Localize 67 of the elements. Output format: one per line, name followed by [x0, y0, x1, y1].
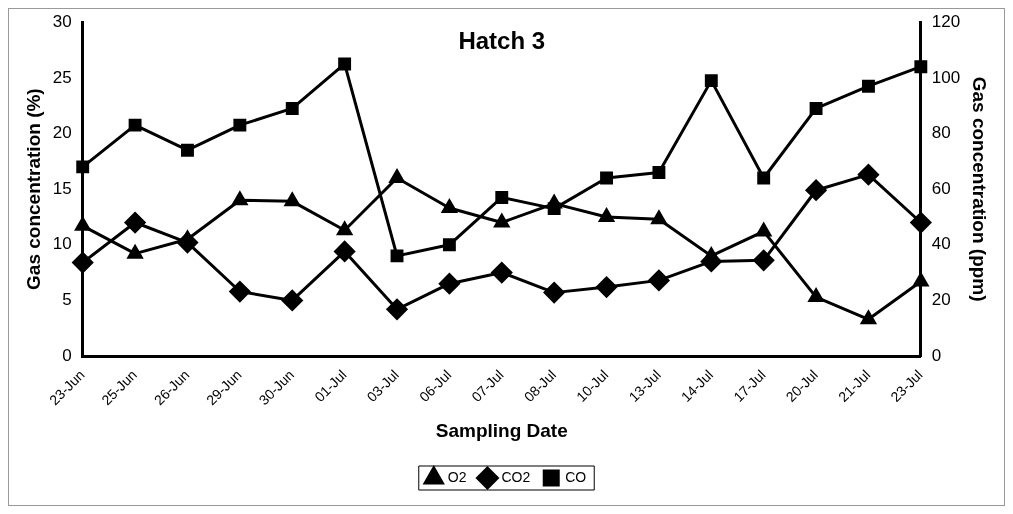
chart-title: Hatch 3: [458, 26, 546, 54]
y2-tick-label: 20: [931, 290, 951, 310]
point: [334, 240, 356, 262]
legend-label: CO: [565, 468, 587, 485]
point: [652, 165, 666, 179]
point: [233, 118, 247, 132]
point: [75, 217, 91, 231]
point: [441, 199, 457, 214]
y-tick-label: 0: [62, 345, 72, 365]
point: [757, 171, 771, 185]
point: [704, 74, 718, 88]
point: [756, 222, 772, 237]
point: [598, 208, 615, 222]
point: [127, 245, 143, 259]
y2-tick-label: 0: [931, 345, 942, 365]
point: [491, 262, 513, 284]
point: [914, 60, 928, 74]
point: [390, 249, 404, 263]
point: [281, 289, 303, 311]
point: [808, 288, 824, 303]
point: [651, 210, 667, 225]
y-tick-label: 5: [62, 290, 72, 310]
point: [596, 276, 618, 298]
point: [128, 118, 142, 132]
point: [648, 269, 670, 291]
point: [860, 310, 877, 325]
legend-label: CO2: [501, 468, 531, 485]
y-tick-label: 30: [52, 11, 72, 31]
point: [285, 102, 299, 115]
y2-tick-label: 80: [931, 123, 951, 143]
point: [546, 195, 562, 209]
point: [389, 169, 405, 183]
point: [386, 298, 408, 320]
point: [543, 282, 565, 304]
point: [805, 179, 827, 201]
point: [753, 249, 775, 271]
y-axis-title: Gas concentration (%): [22, 88, 44, 290]
y2-tick-label: 60: [931, 178, 951, 198]
point: [181, 143, 194, 157]
point: [913, 272, 929, 287]
point: [76, 160, 90, 174]
point: [438, 273, 460, 295]
y2-tick-label: 40: [931, 234, 951, 254]
point: [229, 281, 251, 303]
point: [495, 191, 509, 204]
point: [284, 192, 300, 207]
point: [910, 212, 932, 234]
y-tick-label: 25: [52, 67, 72, 87]
y-tick-label: 10: [52, 234, 72, 254]
x-axis-title: Sampling Date: [435, 419, 568, 441]
point: [232, 191, 248, 206]
point: [862, 79, 875, 93]
point: [809, 102, 823, 115]
point: [338, 57, 352, 71]
y2-tick-label: 120: [931, 11, 961, 31]
point: [494, 214, 510, 228]
y2-tick-label: 100: [931, 67, 961, 87]
point: [124, 212, 146, 234]
point: [337, 221, 353, 236]
point: [442, 238, 456, 252]
point: [72, 252, 94, 274]
point: [857, 164, 879, 186]
y-tick-label: 15: [52, 178, 72, 198]
point: [600, 171, 613, 185]
y-tick-label: 20: [52, 123, 72, 143]
y2-axis-title: Gas concentration (ppm): [969, 76, 991, 302]
legend-label: O2: [447, 468, 467, 485]
